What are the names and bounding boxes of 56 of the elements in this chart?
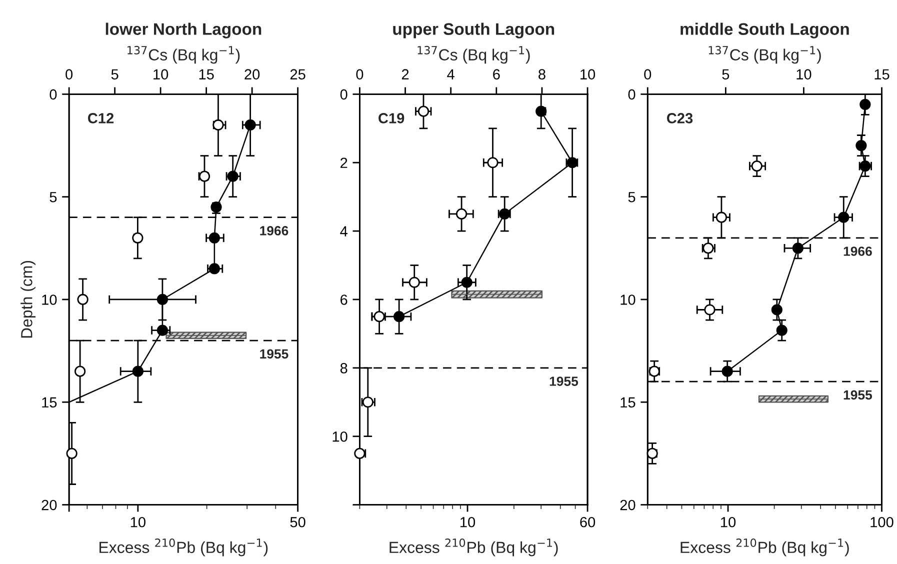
y-tick-label: 2: [340, 158, 348, 168]
y-tick-label: 10: [42, 294, 57, 305]
y-tick-label: 8: [340, 363, 348, 374]
annotation: 1955: [550, 376, 578, 386]
x2-tick-label: 10: [796, 69, 812, 80]
annotation: 1966: [260, 226, 288, 236]
y-tick-label: 10: [620, 294, 636, 305]
y-tick-label: 10: [332, 431, 348, 442]
x2-tick-label: 10: [580, 69, 596, 80]
x2-tick-label: 2: [402, 69, 409, 80]
x-tick-label: 60: [580, 516, 596, 528]
y-tick-label: 0: [340, 89, 348, 100]
x2-tick-label: 15: [874, 69, 890, 80]
x2-tick-label: 5: [111, 69, 118, 80]
x2-tick-label: 25: [290, 69, 306, 80]
annotation: C23: [666, 113, 693, 124]
x-tick-label: 10: [721, 516, 736, 528]
chart-title: lower North Lagoon: [106, 22, 262, 38]
y-tick-label: 4: [340, 226, 348, 236]
x-tick-label: 100: [870, 516, 894, 528]
y-axis-title: Depth (cm): [20, 260, 36, 338]
annotation: C19: [378, 113, 404, 124]
x-tick-label: 10: [460, 516, 476, 528]
y-tick-label: 5: [628, 192, 636, 202]
x-axis-title: Excess $^{210}$Pb (Bq kg$^{−1}$): [100, 538, 268, 556]
annotation: 1955: [844, 390, 872, 400]
y-tick-label: 20: [620, 500, 636, 510]
x2-tick-label: 0: [356, 69, 364, 80]
x-axis-title: Excess $^{210}$Pb (Bq kg$^{−1}$): [390, 538, 558, 556]
x-axis-title: Excess $^{210}$Pb (Bq kg$^{−1}$): [680, 538, 849, 556]
x2-tick-label: 8: [538, 69, 546, 80]
x2-axis-title: $^{137}$Cs (Bq kg$^{−1}$): [708, 46, 821, 64]
x2-tick-label: 6: [493, 69, 500, 80]
x2-tick-label: 10: [154, 69, 168, 80]
chart-title: middle South Lagoon: [680, 22, 849, 38]
x2-axis-title: $^{137}$Cs (Bq kg$^{−1}$): [418, 46, 530, 64]
chart-title: upper South Lagoon: [393, 22, 554, 38]
x2-tick-label: 0: [66, 69, 73, 80]
y-tick-label: 15: [42, 397, 57, 408]
x2-tick-label: 4: [447, 69, 454, 80]
x2-axis-title: $^{137}$Cs (Bq kg$^{−1}$): [128, 46, 240, 64]
x-tick-label: 50: [290, 516, 306, 528]
x2-tick-label: 15: [199, 69, 214, 80]
y-tick-label: 20: [42, 500, 57, 510]
x2-tick-label: 0: [644, 69, 652, 80]
y-tick-label: 5: [50, 192, 57, 202]
annotation: 1966: [844, 246, 872, 256]
x2-tick-label: 5: [722, 69, 730, 80]
y-tick-label: 15: [620, 397, 636, 408]
y-tick-label: 6: [340, 294, 348, 305]
annotation: 1955: [260, 349, 288, 359]
x2-tick-label: 20: [244, 69, 260, 80]
y-tick-label: 0: [50, 89, 57, 100]
y-tick-label: 0: [628, 89, 636, 100]
annotation: C12: [88, 113, 114, 124]
x-tick-label: 10: [130, 516, 146, 528]
